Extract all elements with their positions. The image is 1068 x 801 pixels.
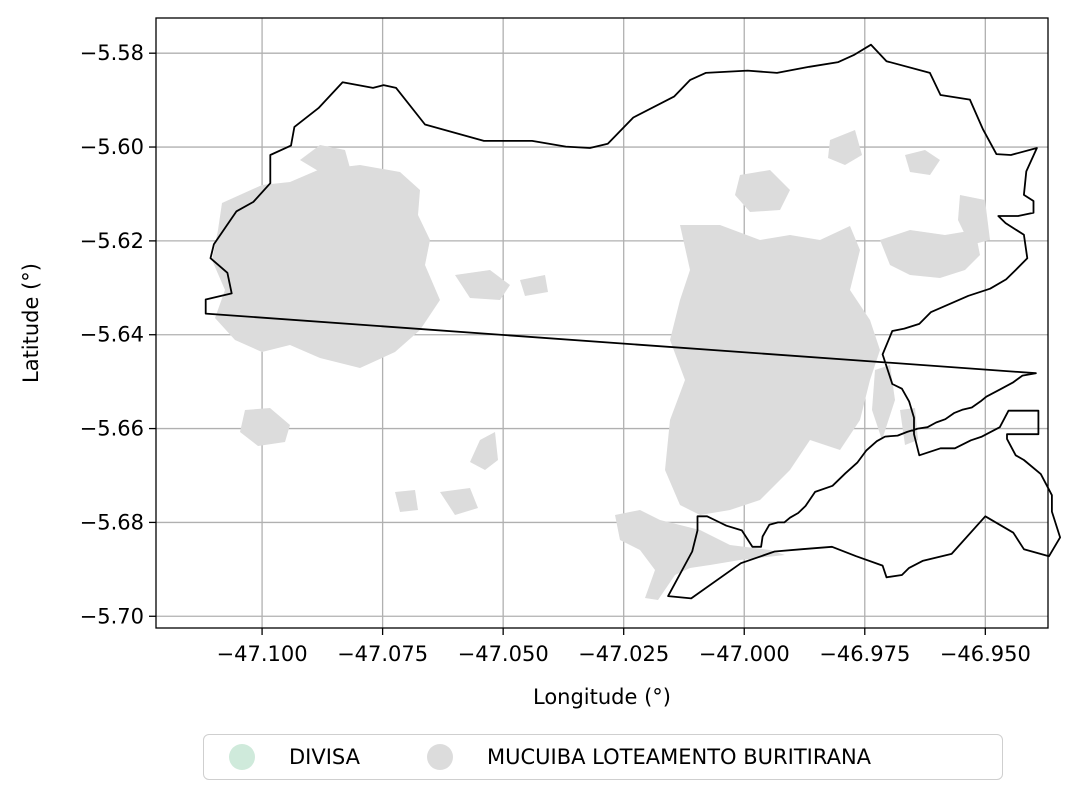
mucuiba-patch <box>395 490 418 512</box>
mucuiba-patch <box>958 195 990 245</box>
x-tick-label: −46.950 <box>940 642 1031 666</box>
y-tick-label: −5.68 <box>80 510 144 534</box>
axes-frame <box>155 17 1049 629</box>
legend: DIVISA MUCUIBA LOTEAMENTO BURITIRANA <box>203 734 1003 780</box>
mucuiba-patch <box>880 230 980 278</box>
mucuiba-patch <box>615 510 785 600</box>
y-tick-label: −5.66 <box>80 417 144 441</box>
x-tick-label: −47.075 <box>337 642 428 666</box>
mucuiba-patch <box>520 275 548 296</box>
mucuiba-patch <box>455 270 510 300</box>
y-tick-label: −5.70 <box>80 604 144 628</box>
legend-label-divisa: DIVISA <box>289 745 361 769</box>
legend-swatch-divisa <box>229 744 255 770</box>
divisa-layer <box>204 43 1061 600</box>
mucuiba-patch <box>905 150 940 175</box>
x-axis-label: Longitude (°) <box>533 685 671 709</box>
mucuiba-patch <box>212 165 440 368</box>
mucuiba-patch <box>470 432 498 470</box>
mucuiba-patch <box>440 488 478 515</box>
mucuiba-patch <box>665 225 880 515</box>
mucuiba-patch <box>735 170 790 212</box>
y-axis-ticks: −5.58 −5.60 −5.62 −5.64 −5.66 −5.68 −5.70 <box>80 41 156 628</box>
legend-item-divisa: DIVISA <box>229 735 360 779</box>
x-tick-label: −47.100 <box>217 642 308 666</box>
legend-swatch-mucuiba <box>427 744 454 770</box>
x-tick-label: −47.025 <box>578 642 669 666</box>
y-tick-label: −5.62 <box>80 229 144 253</box>
y-axis-label: Latitude (°) <box>19 263 43 383</box>
mucuiba-patch <box>330 235 360 270</box>
x-tick-label: −47.000 <box>699 642 790 666</box>
divisa-boundary <box>204 43 1061 600</box>
x-tick-label: −47.050 <box>458 642 549 666</box>
mucuiba-patch <box>828 130 862 165</box>
y-tick-label: −5.60 <box>80 135 144 159</box>
mucuiba-patch <box>300 145 350 178</box>
x-tick-label: −46.975 <box>819 642 910 666</box>
y-tick-label: −5.64 <box>80 323 144 347</box>
legend-item-mucuiba: MUCUIBA LOTEAMENTO BURITIRANA <box>427 735 871 779</box>
y-tick-label: −5.58 <box>80 41 144 65</box>
mucuiba-patch <box>872 365 895 440</box>
mucuiba-patch <box>240 408 290 446</box>
legend-label-mucuiba: MUCUIBA LOTEAMENTO BURITIRANA <box>487 745 872 769</box>
map-svg: −47.100 −47.075 −47.050 −47.025 −47.000 −46.9… <box>19 17 1061 709</box>
x-axis-ticks: −47.100 −47.075 −47.050 −47.025 −47.000 −46.9… <box>217 628 1031 666</box>
mucuiba-loteamento-buritirana-layer <box>212 130 990 600</box>
